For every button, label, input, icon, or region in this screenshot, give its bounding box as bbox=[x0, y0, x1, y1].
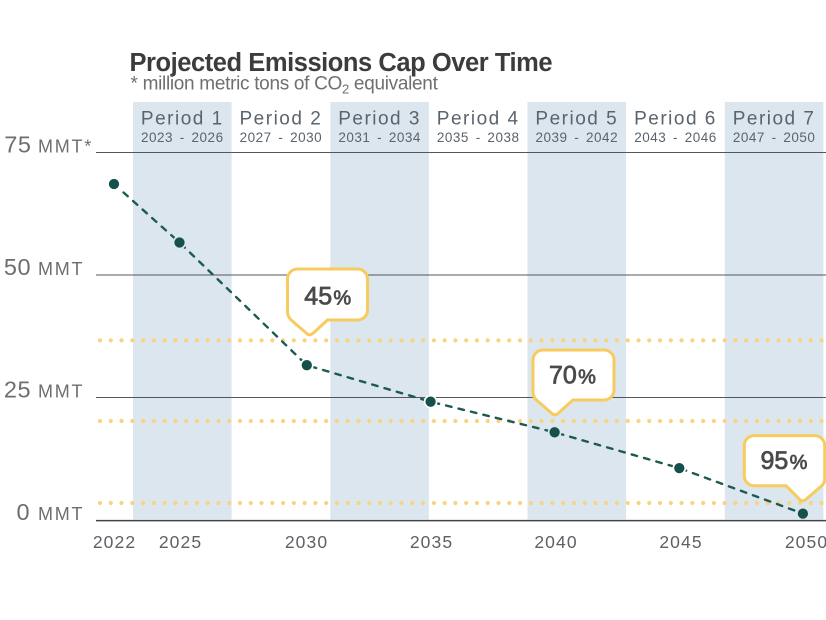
svg-text:45%: 45% bbox=[304, 282, 351, 310]
svg-text:* million metric tons of CO2 e: * million metric tons of CO2 equivalent bbox=[131, 74, 439, 97]
svg-text:Projected Emissions Cap Over T: Projected Emissions Cap Over Time bbox=[130, 49, 553, 77]
svg-text:2025: 2025 bbox=[159, 532, 202, 552]
svg-text:75: 75 bbox=[4, 132, 31, 158]
svg-text:2022: 2022 bbox=[93, 532, 136, 552]
svg-text:2045: 2045 bbox=[659, 532, 702, 552]
svg-text:Period 6: Period 6 bbox=[634, 109, 717, 130]
svg-text:25: 25 bbox=[4, 377, 31, 403]
svg-text:Period 4: Period 4 bbox=[437, 109, 520, 130]
svg-text:2040: 2040 bbox=[534, 532, 577, 552]
svg-text:2030: 2030 bbox=[285, 532, 328, 552]
svg-text:MMT: MMT bbox=[38, 382, 84, 402]
svg-text:2027 - 2030: 2027 - 2030 bbox=[240, 130, 323, 145]
svg-text:2035 - 2038: 2035 - 2038 bbox=[437, 130, 520, 145]
svg-text:Period 3: Period 3 bbox=[338, 109, 421, 130]
svg-text:2039 - 2042: 2039 - 2042 bbox=[536, 130, 619, 145]
svg-text:Period 5: Period 5 bbox=[535, 109, 618, 130]
svg-text:MMT: MMT bbox=[38, 259, 84, 279]
svg-text:2043 - 2046: 2043 - 2046 bbox=[634, 130, 717, 145]
svg-text:Period 7: Period 7 bbox=[733, 109, 816, 130]
svg-text:2047 - 2050: 2047 - 2050 bbox=[733, 130, 816, 145]
svg-text:2031 - 2034: 2031 - 2034 bbox=[338, 130, 421, 145]
svg-text:70%: 70% bbox=[549, 362, 596, 390]
svg-text:0: 0 bbox=[17, 499, 31, 525]
svg-text:MMT: MMT bbox=[38, 504, 84, 524]
svg-text:95%: 95% bbox=[761, 447, 808, 475]
svg-text:50: 50 bbox=[4, 254, 31, 280]
svg-text:2023 - 2026: 2023 - 2026 bbox=[141, 130, 224, 145]
svg-text:2050: 2050 bbox=[785, 532, 826, 552]
svg-text:Period 2: Period 2 bbox=[240, 109, 323, 130]
svg-text:2035: 2035 bbox=[410, 532, 453, 552]
svg-text:MMT*: MMT* bbox=[38, 137, 93, 157]
svg-text:Period 1: Period 1 bbox=[141, 109, 224, 130]
